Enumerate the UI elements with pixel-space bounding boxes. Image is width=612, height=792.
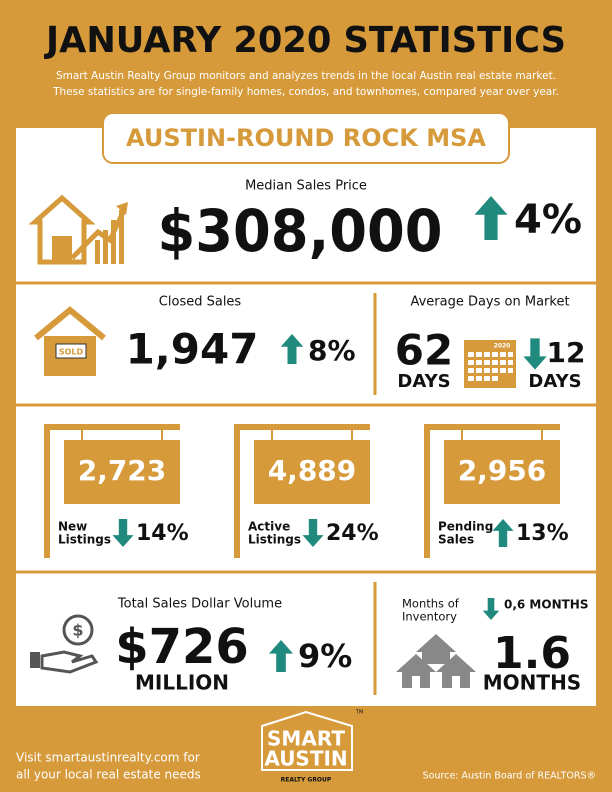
label: Months of	[402, 597, 460, 611]
arrow	[492, 519, 514, 547]
region-tab	[102, 112, 510, 164]
source: Source: Austin Board of REALTORS®	[423, 771, 596, 782]
logo-text: AUSTIN	[264, 747, 347, 771]
unit: MONTHS	[483, 671, 581, 695]
label: Closed Sales	[159, 295, 242, 310]
arrow	[280, 334, 304, 364]
subtitle: Smart Austin Realty Group monitors and a…	[56, 70, 556, 82]
unit: DAYS	[397, 371, 450, 392]
sign-bar	[44, 424, 180, 430]
change-arrow	[492, 519, 514, 547]
change-arrow	[482, 598, 500, 620]
change: 24%	[326, 521, 379, 546]
logo-text: SMART	[267, 727, 345, 751]
footer-text: Visit smartaustinrealty.com for	[16, 751, 200, 765]
sign-board	[254, 440, 370, 504]
sign-post	[234, 424, 240, 558]
label: Pending	[438, 520, 493, 534]
value: 2,723	[78, 454, 167, 487]
value: 2,956	[458, 454, 547, 487]
change: 0,6 MONTHS	[504, 598, 589, 612]
change: 8%	[308, 334, 356, 367]
sold-house-icon: SOLD	[34, 306, 106, 376]
value: 1,947	[126, 325, 259, 374]
icon-text: 2020	[494, 343, 511, 350]
change: 9%	[298, 637, 352, 675]
label: Listings	[248, 533, 301, 547]
label: Inventory	[402, 610, 457, 624]
value: 1.6	[493, 628, 571, 679]
svg-text:$: $	[72, 621, 83, 640]
change-arrow	[523, 338, 547, 370]
arrow	[269, 640, 293, 672]
title: JANUARY 2020 STATISTICS	[43, 20, 566, 61]
label: Sales	[438, 533, 474, 547]
change-arrow	[280, 334, 304, 364]
houses-icon	[396, 634, 476, 688]
region: AUSTIN-ROUND ROCK MSA	[126, 124, 486, 152]
unit: MILLION	[135, 671, 229, 695]
change-arrow	[302, 519, 324, 547]
money-hand-icon: $	[30, 614, 99, 674]
value: $308,000	[158, 197, 443, 265]
subtitle: These statistics are for single-family h…	[52, 86, 559, 98]
sign-post	[44, 424, 50, 558]
value: 62	[395, 326, 453, 375]
change-arrow	[269, 640, 293, 672]
arrow	[482, 598, 500, 620]
arrow	[474, 196, 508, 240]
label: Total Sales Dollar Volume	[117, 597, 282, 612]
sign-bar	[424, 424, 560, 430]
house-chart-icon	[28, 194, 128, 265]
label: Active	[248, 520, 290, 534]
change: 12	[547, 336, 586, 369]
change: 4%	[514, 197, 582, 243]
change: 13%	[516, 521, 569, 546]
sign-post	[424, 424, 430, 558]
change: 14%	[136, 521, 189, 546]
icon-text: SOLD	[59, 348, 84, 357]
arrow	[523, 338, 547, 370]
label: Listings	[58, 533, 111, 547]
sign-board	[64, 440, 180, 504]
sign-bar	[234, 424, 370, 430]
value: 4,889	[268, 454, 357, 487]
value: $726	[115, 619, 249, 675]
logo: SMART AUSTIN REALTY GROUP TM	[261, 710, 363, 784]
arrow	[302, 519, 324, 547]
change-arrow	[474, 196, 508, 240]
sign-board	[444, 440, 560, 504]
change-arrow	[112, 519, 134, 547]
footer-text: all your local real estate needs	[16, 768, 201, 782]
label: Median Sales Price	[245, 179, 367, 194]
logo-text: REALTY GROUP	[281, 777, 332, 784]
trademark: TM	[355, 710, 363, 716]
arrow	[112, 519, 134, 547]
label: New	[58, 520, 87, 534]
calendar-icon: 2020	[464, 340, 516, 388]
change-unit: DAYS	[528, 371, 581, 392]
label: Average Days on Market	[410, 295, 569, 310]
